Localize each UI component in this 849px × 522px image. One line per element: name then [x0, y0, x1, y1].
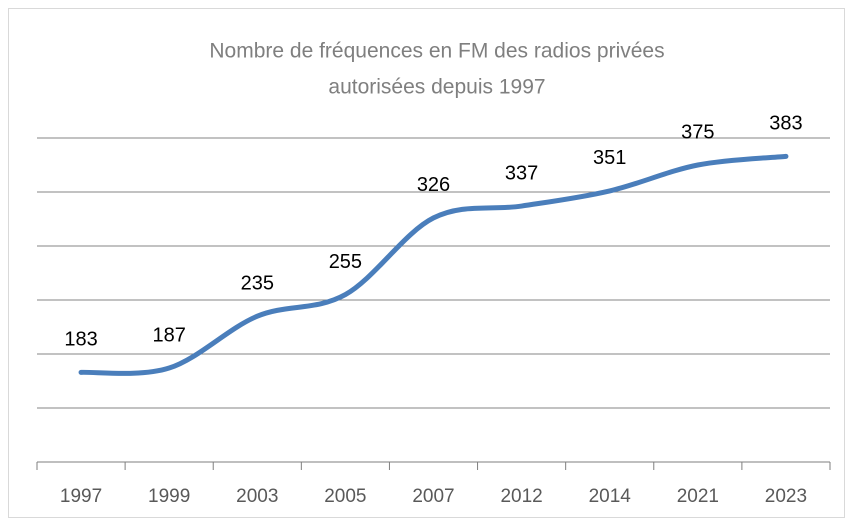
data-label: 235 [241, 272, 274, 294]
data-label: 383 [769, 113, 802, 135]
data-label: 255 [329, 251, 362, 273]
data-label: 337 [505, 162, 538, 184]
data-label: 183 [64, 329, 97, 351]
x-tick-label: 2007 [412, 486, 454, 507]
chart-title: autorisées depuis 1997 [328, 76, 545, 99]
x-tick-label: 2012 [500, 486, 542, 507]
x-tick-label: 1997 [60, 486, 102, 507]
x-tick-label: 1999 [148, 486, 190, 507]
data-label: 375 [681, 121, 714, 143]
chart-border [8, 8, 845, 518]
chart-title: Nombre de fréquences en FM des radios pr… [209, 40, 664, 63]
x-tick-label: 2014 [589, 486, 632, 507]
data-label: 187 [152, 324, 185, 346]
data-label: 351 [593, 147, 626, 169]
data-label: 326 [417, 174, 450, 196]
x-tick-label: 2005 [324, 486, 366, 507]
x-tick-label: 2023 [765, 486, 807, 507]
x-tick-label: 2021 [677, 486, 719, 507]
line-series [78, 153, 789, 376]
x-tick-label: 2003 [236, 486, 278, 507]
